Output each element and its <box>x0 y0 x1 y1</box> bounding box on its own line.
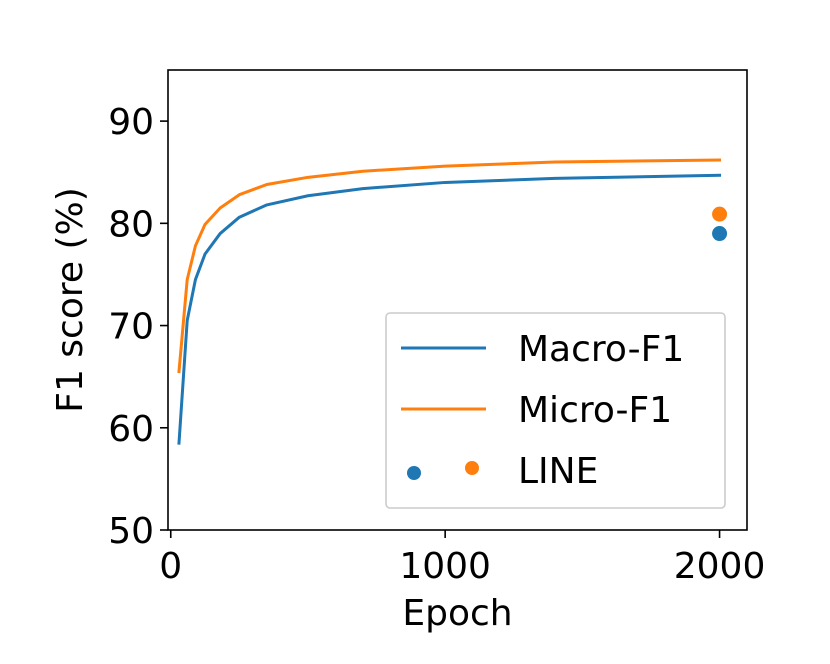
series-line-macro-f1 <box>177 173 722 445</box>
legend-label-line: LINE <box>518 451 598 492</box>
x-tick-label: 0 <box>159 546 182 587</box>
y-tick-label: 70 <box>108 307 154 348</box>
legend-label-macro-f1: Macro-F1 <box>518 329 684 370</box>
series-line-micro-f1 <box>177 158 722 374</box>
y-axis-label: F1 score (%) <box>50 187 91 413</box>
plot-frame <box>167 69 748 531</box>
point-line-micro-f1 <box>712 206 728 222</box>
y-tick-label: 60 <box>108 409 154 450</box>
x-tick-label: 1000 <box>399 546 491 587</box>
legend-box <box>385 312 726 509</box>
legend-marker-line <box>465 461 479 475</box>
y-tick-label: 90 <box>108 102 154 143</box>
x-axis-label: Epoch <box>402 593 512 634</box>
legend-label-micro-f1: Micro-F1 <box>518 390 672 431</box>
point-line-macro-f1 <box>712 226 728 242</box>
x-tick-label: 2000 <box>674 546 766 587</box>
y-tick-label: 80 <box>108 204 154 245</box>
legend-marker-line <box>407 466 421 480</box>
y-tick-label: 50 <box>108 511 154 552</box>
legend: Macro-F1 Micro-F1 LINE <box>385 312 726 509</box>
